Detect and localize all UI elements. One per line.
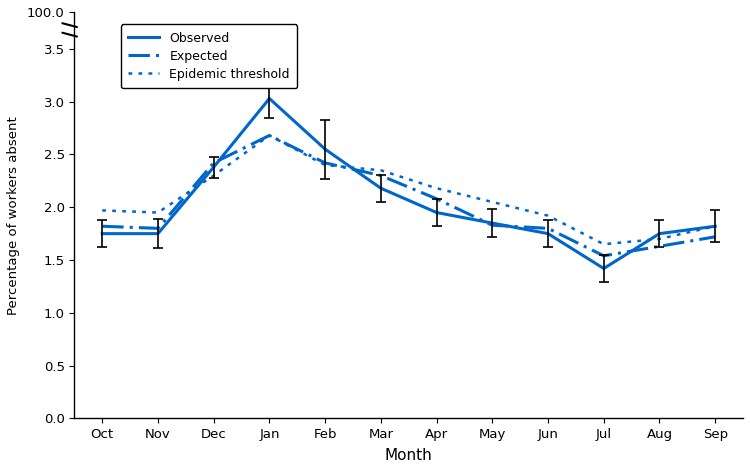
Observed	[209, 164, 218, 170]
Epidemic threshold	[376, 167, 386, 173]
Line: Observed: Observed	[102, 99, 716, 268]
Expected	[655, 243, 664, 249]
Legend: Observed, Expected, Epidemic threshold: Observed, Expected, Epidemic threshold	[121, 24, 298, 88]
Observed	[488, 220, 496, 226]
Y-axis label: Percentage of workers absent: Percentage of workers absent	[7, 116, 20, 314]
Observed	[376, 186, 386, 191]
Expected	[154, 226, 163, 231]
Epidemic threshold	[154, 210, 163, 215]
Expected	[265, 133, 274, 138]
Epidemic threshold	[488, 199, 496, 205]
Epidemic threshold	[544, 213, 553, 219]
Line: Epidemic threshold: Epidemic threshold	[102, 135, 716, 244]
Epidemic threshold	[320, 162, 329, 168]
Expected	[320, 160, 329, 166]
Epidemic threshold	[432, 186, 441, 191]
Observed	[711, 223, 720, 229]
Observed	[599, 266, 608, 271]
Expected	[711, 234, 720, 240]
Expected	[209, 160, 218, 166]
Line: Expected: Expected	[102, 135, 716, 256]
Observed	[655, 231, 664, 236]
Expected	[376, 173, 386, 179]
Epidemic threshold	[655, 236, 664, 242]
Expected	[432, 196, 441, 202]
Epidemic threshold	[98, 208, 106, 213]
Epidemic threshold	[265, 133, 274, 138]
Expected	[98, 223, 106, 229]
X-axis label: Month: Month	[385, 448, 433, 463]
Observed	[154, 231, 163, 236]
Epidemic threshold	[711, 223, 720, 229]
Expected	[544, 226, 553, 231]
Epidemic threshold	[599, 242, 608, 247]
Observed	[320, 146, 329, 152]
Observed	[432, 210, 441, 215]
Observed	[98, 231, 106, 236]
Observed	[544, 231, 553, 236]
Expected	[488, 222, 496, 228]
Expected	[599, 253, 608, 258]
Epidemic threshold	[209, 173, 218, 179]
Observed	[265, 96, 274, 102]
